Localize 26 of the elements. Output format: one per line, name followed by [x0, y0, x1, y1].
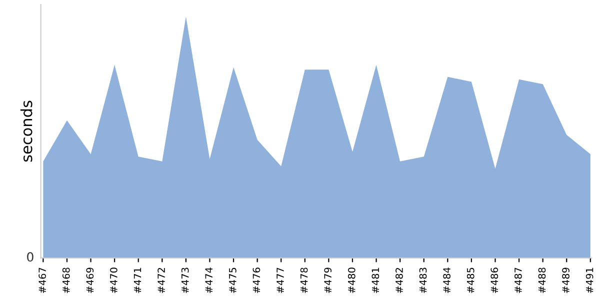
x-tick-label: #468 [62, 268, 70, 293]
x-tick-label: #488 [538, 268, 546, 293]
x-tick-label: #483 [419, 268, 427, 293]
x-tick-label: #467 [38, 268, 46, 293]
y-axis-title: seconds [20, 100, 32, 162]
x-tick-label: #473 [181, 268, 189, 293]
x-tick-label: #474 [205, 268, 212, 293]
x-tick-label: #485 [466, 268, 474, 293]
x-tick-label: #476 [252, 268, 260, 293]
x-tick-label: #484 [443, 268, 450, 293]
x-tick-label: #472 [158, 268, 165, 293]
x-tick-label: #471 [134, 268, 142, 293]
x-tick-label: #489 [562, 268, 570, 293]
x-tick-label: #480 [348, 268, 356, 293]
x-tick-label: #475 [229, 268, 236, 293]
x-tick-label: #487 [514, 268, 522, 293]
x-tick-label: #491 [586, 268, 594, 293]
x-tick-label: #486 [490, 268, 498, 293]
x-tick-label: #481 [372, 268, 380, 293]
x-tick-label: #477 [276, 268, 284, 293]
x-tick-label: #482 [396, 268, 403, 293]
x-tick-label: #479 [324, 268, 332, 293]
x-tick-label: #478 [300, 268, 308, 293]
text: 0 [27, 252, 34, 262]
x-tick-label: #469 [86, 268, 94, 293]
x-tick-label: #470 [110, 268, 118, 293]
